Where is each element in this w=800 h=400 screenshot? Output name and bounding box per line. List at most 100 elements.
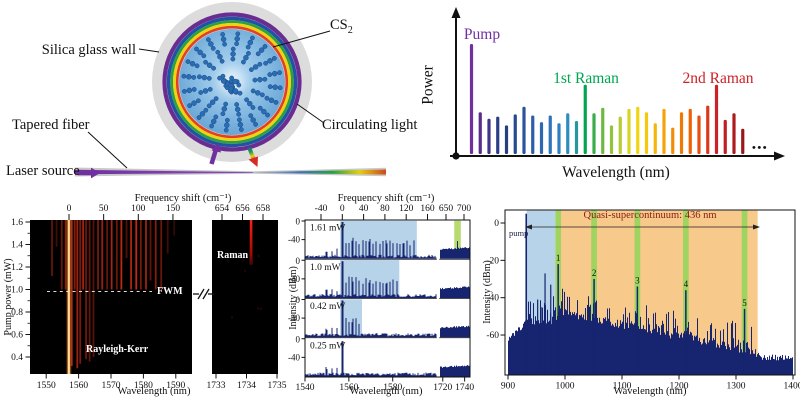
sc-minor-peak — [550, 284, 552, 375]
subpanel-power-label: 0.25 mW — [310, 341, 345, 351]
tick-label: 1735 — [268, 381, 287, 391]
cs2-molecule-atom — [255, 51, 261, 57]
cs2-molecule-atom — [220, 36, 227, 43]
sc-xlabel: Wavelength (nm) — [613, 386, 687, 397]
cs2-molecule-atom — [232, 78, 238, 85]
cs2-molecule-atom — [267, 84, 273, 90]
tick-label: 1740 — [455, 383, 474, 393]
cs2-molecule-atom — [191, 74, 197, 80]
cs2-molecule-atom — [250, 117, 256, 123]
comb-line-20 — [644, 112, 649, 154]
comb-line-22 — [662, 108, 666, 154]
cs2-molecule-atom — [215, 49, 221, 55]
sc-peak-number: 5 — [742, 298, 747, 308]
cs2-molecule-atom — [201, 53, 207, 59]
comb-line-25 — [688, 108, 692, 154]
comb-line-3 — [496, 116, 500, 154]
power-spectra-panel: 0 -40 1.61 mW 0 -40 1.0 mW 0 -40 0.42 mW 0 -40 0.25… — [288, 204, 474, 393]
heatmap-line — [85, 220, 87, 360]
cs2-molecule-atom — [209, 123, 214, 129]
heatmap-speck — [257, 254, 260, 258]
cs2-molecule-atom — [238, 127, 244, 132]
sc-ylabel: Intensity (dBm) — [482, 260, 493, 324]
cs2-molecule-atom — [232, 88, 239, 94]
cs2-molecule-atom — [262, 76, 268, 82]
heatmap-line — [154, 220, 157, 290]
cs2-molecule-atom — [223, 127, 229, 133]
spectrum-trace-0 — [305, 222, 470, 259]
circulating-light-ring-0 — [162, 12, 302, 152]
tick-label: 1.0 — [11, 286, 23, 296]
cs2-molecule-atom — [236, 111, 242, 117]
cs2-molecule-atom — [223, 101, 229, 107]
tick-label: 0 — [296, 217, 301, 227]
tapered-connector — [87, 131, 128, 169]
sc-peak-number: 4 — [684, 279, 689, 289]
coupling-out-arrow-icon — [247, 146, 256, 161]
axis-break-gap — [436, 220, 440, 377]
raman-streak — [249, 220, 253, 265]
cs2-molecule-atom — [237, 117, 242, 123]
comb-line-2 — [487, 118, 491, 154]
silica-wall-label: Silica glass wall — [41, 42, 136, 58]
cs2-molecule-atom — [252, 64, 259, 70]
circulating-light-label: Circulating light — [322, 117, 418, 133]
sc-minor-peak — [540, 307, 542, 375]
heatmap-line — [64, 220, 67, 290]
comb-line-28 — [714, 84, 719, 154]
spectra-top-axis-title: Frequency shift (cm⁻¹) — [337, 193, 435, 204]
cs2-molecule-atom — [264, 95, 270, 101]
cs2-molecule-atom — [267, 58, 273, 64]
power-axis-arrowhead-icon — [451, 7, 461, 18]
circulating-light-ring-2 — [170, 20, 294, 144]
cs2-molecule-atom — [222, 41, 227, 47]
heatmap-right-plot — [212, 220, 278, 374]
sc-frame — [504, 209, 796, 376]
tick-label: 900 — [501, 382, 516, 392]
comb-line-18 — [627, 108, 631, 154]
comb-line-30 — [732, 113, 736, 154]
heatmap-line — [73, 220, 76, 290]
heatmap-line — [149, 220, 152, 281]
cs2-molecule-atom — [217, 75, 222, 81]
cs2-molecule-atom — [199, 111, 206, 117]
cs2-label-subscript: 2 — [347, 24, 353, 36]
cs2-molecule-atom — [224, 117, 230, 123]
tick-label: 650 — [439, 204, 454, 214]
heatmap-speck — [231, 316, 233, 319]
comb-line-26 — [697, 115, 701, 154]
cs2-molecule-atom — [252, 77, 258, 83]
tick-label: 50 — [99, 204, 109, 214]
axis-break-icon — [202, 288, 210, 300]
cs2-molecule-atom — [189, 60, 196, 67]
spectra-xlabel: Wavelength (nm) — [349, 386, 423, 397]
heatmap-speck — [227, 260, 229, 263]
cs2-molecule-atom — [221, 106, 228, 112]
heatmap-xlabel: Wavelength (nm) — [117, 386, 191, 397]
cs2-molecule-atom — [263, 60, 269, 66]
cs2-molecule-atom — [268, 97, 275, 104]
first-raman-label: 1st Raman — [553, 70, 619, 87]
comb-line-13 — [583, 84, 587, 154]
tick-label: 700 — [457, 204, 472, 214]
heatmap-line — [76, 220, 79, 369]
pump-label: Pump — [463, 26, 501, 43]
tick-label: 0 — [296, 256, 301, 266]
comb-line-6 — [522, 106, 526, 154]
cs2-molecule-atom — [234, 106, 241, 113]
cs2-molecule-atom — [277, 70, 282, 76]
tick-label: -40 — [486, 294, 499, 304]
tick-label: 0.8 — [11, 308, 23, 318]
silica-connector — [138, 48, 160, 53]
heatmap-speck — [260, 307, 262, 311]
cs2-molecule-atom — [273, 100, 279, 105]
cs2-molecule-atom — [234, 41, 240, 47]
cs2-molecule-atom — [253, 121, 259, 127]
tick-label: 1720 — [433, 383, 452, 393]
tick-label: 120 — [399, 204, 414, 214]
tick-label: 1.2 — [11, 263, 23, 273]
cs2-molecule-atom — [262, 44, 268, 49]
cs2-molecule-atom — [228, 86, 234, 92]
cs2-molecule-atom — [202, 88, 209, 94]
cs2-molecule-atom — [205, 37, 211, 43]
